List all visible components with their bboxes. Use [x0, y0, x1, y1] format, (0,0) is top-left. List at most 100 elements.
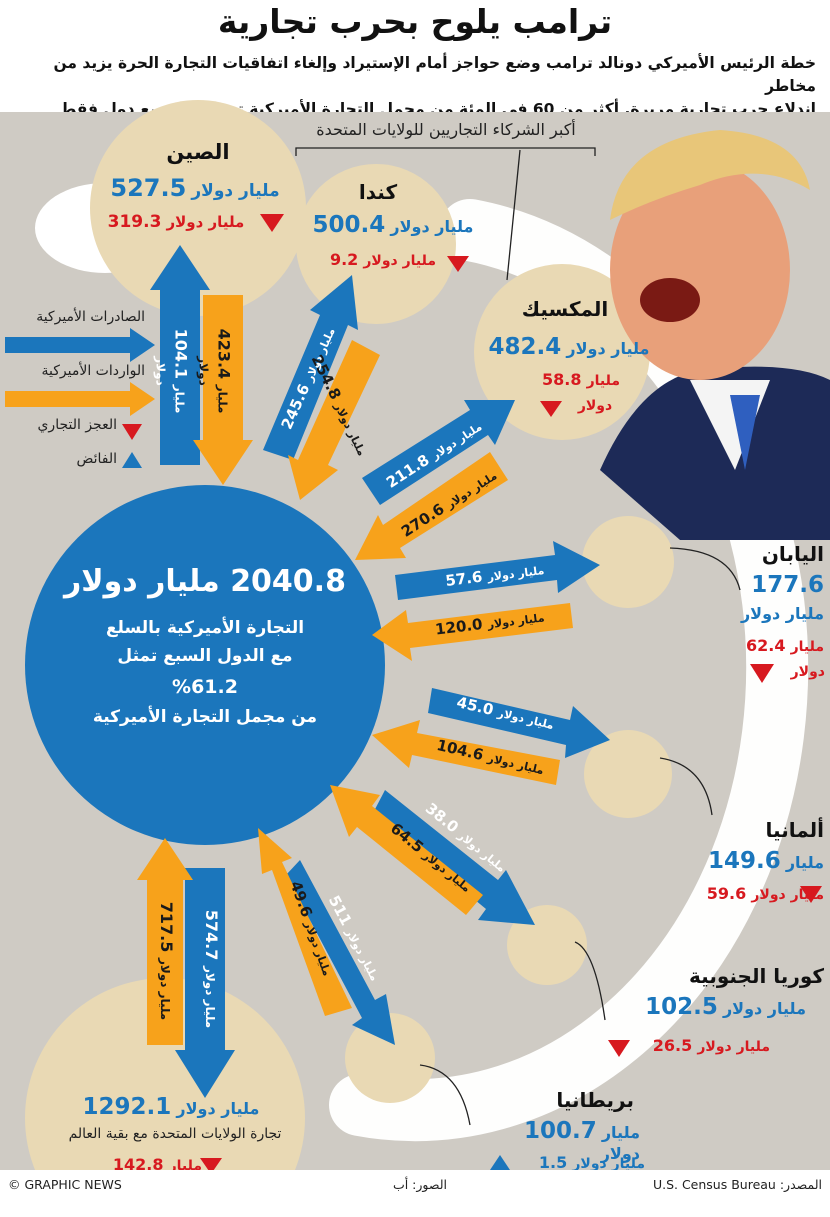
korea-pointer	[574, 941, 606, 1021]
japan-import-unit: مليار دولار	[486, 611, 546, 632]
center-line-3: من مجمل التجارة الأميركية	[92, 707, 318, 727]
row-import-arrow	[137, 838, 193, 1045]
bracket-line	[295, 147, 596, 156]
japan-name: اليابان	[761, 542, 824, 566]
japan-balance-value: 62.4	[746, 636, 786, 655]
china-balance: 319.3 مليار دولار	[96, 212, 256, 232]
row-total-value: 1292.1	[82, 1094, 172, 1120]
row-export-label: 574.7 مليار دولار	[199, 904, 221, 1034]
canada-total-value: 500.4	[312, 212, 386, 238]
uk-surplus-icon	[488, 1155, 512, 1173]
legend-surplus-icon	[122, 452, 142, 468]
uk-balance: 1.5 مليار دولار	[515, 1153, 645, 1172]
china-total-value: 527.5	[110, 174, 187, 202]
canada-total-unit: مليار دولار	[390, 217, 474, 236]
germany-balance: 59.6 مليار دولار	[660, 884, 824, 903]
row-export-arrow	[175, 868, 235, 1098]
page-title: ترامب يلوح بحرب تجارية	[217, 2, 613, 41]
canada-balance-unit: مليار دولار	[363, 253, 437, 269]
footer-copyright: © GRAPHIC NEWS	[8, 1177, 122, 1192]
germany-balance-unit: مليار دولار	[751, 887, 824, 903]
japan-total-unit: مليار دولار	[740, 604, 824, 623]
canada-export-arrow	[263, 275, 358, 460]
korea-total-value: 102.5	[645, 994, 718, 1020]
china-circle	[90, 100, 306, 316]
japan-export-value: 57.6	[444, 567, 484, 591]
china-balance-value: 319.3	[107, 212, 162, 232]
legend-exports-arrow	[5, 328, 155, 362]
germany-pointer	[659, 757, 713, 816]
footer-source: المصدر: U.S. Census Bureau	[652, 1177, 822, 1192]
row-import-value: 717.5	[157, 901, 176, 953]
canada-circle	[296, 164, 456, 324]
mexico-total-unit: مليار دولار	[566, 339, 650, 358]
germany-total: 149.6 مليار	[680, 848, 824, 874]
uk-total: 100.7 مليار دولار	[480, 1118, 640, 1163]
uk-import-arrow	[258, 828, 352, 1016]
germany-circle	[584, 730, 672, 818]
korea-total-unit: مليار دولار	[722, 999, 806, 1018]
germany-total-value: 149.6	[707, 848, 781, 874]
mexico-deficit-icon	[540, 401, 562, 417]
japan-pointer	[669, 547, 741, 591]
korea-balance-unit: مليار دولار	[697, 1039, 770, 1055]
china-total-unit: مليار دولار	[191, 181, 280, 201]
row-import-unit: مليار دولار	[158, 957, 172, 1021]
arrows	[137, 245, 610, 1098]
canada-deficit-icon	[447, 256, 469, 272]
center-total: 2040.8 مليار دولار	[64, 564, 346, 599]
china-import-label: 423.4 مليار دولار	[197, 314, 234, 429]
footer	[0, 1170, 830, 1217]
legend-surplus-label: الفائض	[76, 451, 117, 467]
legend-deficit-icon	[122, 424, 142, 440]
canada-name: كندا	[358, 180, 398, 204]
germany-export-arrow	[428, 688, 610, 758]
korea-circle	[507, 905, 587, 985]
mexico-import-arrow	[355, 452, 508, 560]
uk-balance-value: 1.5	[538, 1153, 568, 1172]
china-export-value: 104.1	[171, 328, 191, 380]
row-export-unit: مليار دولار	[203, 965, 217, 1029]
china-balance-unit: مليار دولار	[166, 213, 245, 231]
china-total: 527.5 مليار دولار	[90, 174, 300, 202]
uk-name: بريطانيا	[556, 1088, 634, 1112]
center-line-1: التجارة الأميركية بالسلع	[105, 618, 305, 638]
row-export-value: 574.7	[202, 909, 221, 961]
legend-deficit-label: العجز التجاري	[37, 417, 117, 433]
uk-balance-unit: مليار دولار	[572, 1156, 645, 1172]
mexico-total: 482.4 مليار دولار	[476, 334, 662, 360]
row-label: تجارة الولايات المتحدة مع بقية العالم	[68, 1126, 282, 1142]
china-deficit-icon	[260, 214, 284, 232]
china-export-label: 104.1 مليار دولار	[154, 314, 191, 429]
row-deficit-icon	[200, 1158, 222, 1174]
footer-photo-credit: الصور: أب	[392, 1177, 448, 1192]
row-total: 1292.1 مليار دولار	[56, 1094, 286, 1120]
row-balance-value: 142.8	[112, 1155, 164, 1174]
center-line-2: مع الدول السبع تمثل	[117, 646, 293, 666]
uk-total-value: 100.7	[523, 1118, 597, 1144]
germany-total-unit: مليار	[785, 853, 824, 872]
korea-balance: 26.5 مليار دولار	[630, 1036, 770, 1055]
korea-export-arrow	[372, 790, 535, 925]
canada-import-arrow	[288, 340, 380, 500]
china-import-value: 423.4	[214, 328, 234, 380]
row-import-label: 717.5 مليار دولار	[154, 896, 176, 1026]
canada-total: 500.4 مليار دولار	[300, 212, 486, 238]
japan-export-arrow	[395, 541, 600, 600]
uk-total-unit: مليار دولار	[600, 1123, 640, 1163]
mexico-balance: 58.8 مليار	[530, 370, 620, 389]
japan-import-arrow	[372, 603, 573, 661]
china-export-arrow	[150, 245, 210, 465]
uk-circle	[345, 1013, 435, 1103]
mexico-name: المكسيك	[521, 297, 609, 321]
germany-deficit-icon	[800, 886, 822, 903]
canada-balance: 9.2 مليار دولار	[318, 250, 448, 269]
mexico-balance-unit-2: دولار	[577, 398, 613, 414]
bracket-label: أكبر الشركاء التجاريين للولايات المتحدة	[316, 120, 576, 139]
china-name: الصين	[166, 140, 230, 164]
japan-export-unit: مليار دولار	[486, 563, 546, 584]
legend-imports-arrow	[5, 382, 155, 416]
portrait-photo	[600, 130, 830, 540]
mexico-balance-value: 58.8	[542, 370, 582, 389]
